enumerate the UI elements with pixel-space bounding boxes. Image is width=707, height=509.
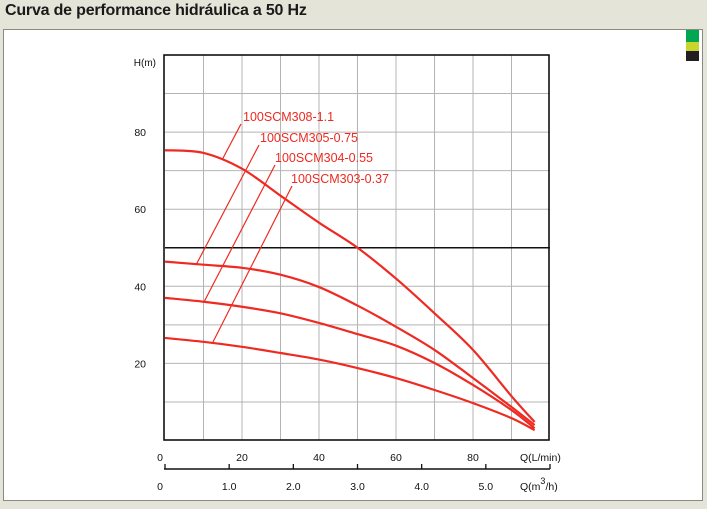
x2-tick-label: 4.0	[414, 481, 429, 493]
curve-100scm305-0.75	[164, 260, 536, 426]
color-swatch-black	[686, 51, 699, 61]
curve-100scm304-0.55	[164, 296, 536, 430]
x2-tick-label: 3.0	[350, 481, 365, 493]
x-tick-label: 20	[236, 452, 248, 464]
x-tick-label: 80	[467, 452, 479, 464]
series-label: 100SCM303-0.37	[291, 172, 389, 186]
page-title: Curva de performance hidráulica a 50 Hz	[5, 2, 307, 19]
y-tick-label: 80	[134, 127, 146, 139]
x-tick-label: 0	[157, 452, 163, 464]
color-swatch-yellow	[686, 42, 699, 51]
x-tick-label: 60	[390, 452, 402, 464]
x2-tick-label: 1.0	[222, 481, 237, 493]
plot-border	[163, 54, 550, 441]
series-label: 100SCM304-0.55	[275, 151, 373, 165]
label-leader-line	[212, 185, 293, 343]
y-tick-label: 40	[134, 281, 146, 293]
color-swatch-green	[686, 30, 699, 42]
series-label: 100SCM308-1.1	[243, 110, 334, 124]
x-axis-label: Q(L/min)	[520, 452, 561, 464]
label-leader-line	[221, 123, 242, 161]
x2-tick-label: 2.0	[286, 481, 301, 493]
x2-tick-label: 5.0	[479, 481, 494, 493]
y-tick-label: 20	[134, 358, 146, 370]
label-leader-line	[203, 164, 276, 303]
chart-frame	[3, 29, 703, 501]
x-tick-label: 40	[313, 452, 325, 464]
label-leader-line	[195, 144, 260, 266]
y-tick-label: 60	[134, 204, 146, 216]
x2-tick-label: 0	[157, 481, 163, 493]
curve-100scm308-1.1	[164, 149, 536, 423]
y-axis-label: H(m)	[134, 58, 156, 69]
x2-axis-label: Q(m3/h)	[520, 476, 558, 493]
series-label: 100SCM305-0.75	[260, 131, 358, 145]
curve-100scm303-0.37	[164, 336, 536, 432]
